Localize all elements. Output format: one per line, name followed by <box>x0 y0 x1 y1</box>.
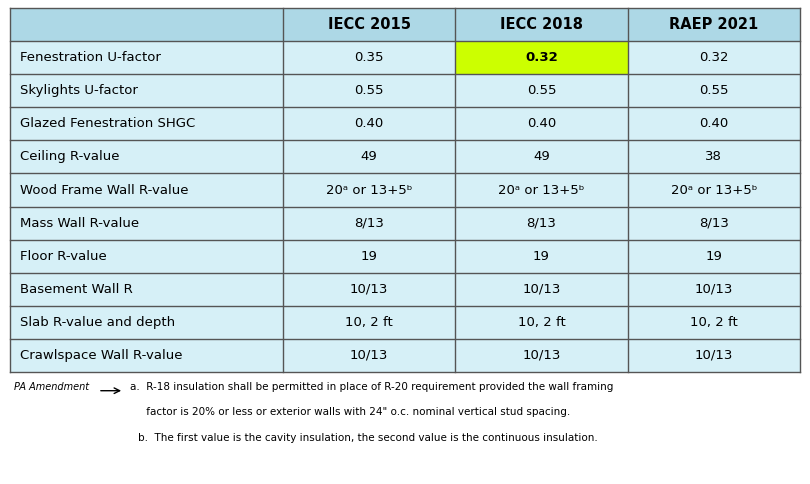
Text: 10/13: 10/13 <box>695 349 733 362</box>
Text: Mass Wall R-value: Mass Wall R-value <box>19 217 139 229</box>
Bar <box>283 339 455 372</box>
Bar <box>10 306 283 339</box>
Text: Fenestration U-factor: Fenestration U-factor <box>19 51 160 64</box>
Bar <box>10 74 283 107</box>
Text: a.  R-18 insulation shall be permitted in place of R-20 requirement provided the: a. R-18 insulation shall be permitted in… <box>130 382 613 392</box>
Bar <box>628 140 800 173</box>
Text: 0.40: 0.40 <box>355 117 384 130</box>
Text: factor is 20% or less or exterior walls with 24" o.c. nominal vertical stud spac: factor is 20% or less or exterior walls … <box>130 407 570 417</box>
Bar <box>10 240 283 272</box>
Text: 49: 49 <box>533 151 550 164</box>
Bar <box>628 339 800 372</box>
Text: 0.32: 0.32 <box>525 51 558 64</box>
Bar <box>628 207 800 240</box>
Text: IECC 2018: IECC 2018 <box>500 17 583 32</box>
Text: Glazed Fenestration SHGC: Glazed Fenestration SHGC <box>19 117 195 130</box>
Bar <box>455 207 628 240</box>
Text: Ceiling R-value: Ceiling R-value <box>19 151 119 164</box>
Bar <box>455 140 628 173</box>
Bar <box>10 41 283 74</box>
Text: RAEP 2021: RAEP 2021 <box>669 17 758 32</box>
Text: Slab R-value and depth: Slab R-value and depth <box>19 316 175 329</box>
Text: 8/13: 8/13 <box>526 217 556 229</box>
Bar <box>10 140 283 173</box>
Bar <box>10 272 283 306</box>
Bar <box>455 339 628 372</box>
Bar <box>10 107 283 140</box>
Bar <box>455 272 628 306</box>
Text: 0.55: 0.55 <box>699 84 728 97</box>
Text: 19: 19 <box>706 250 723 263</box>
Bar <box>628 74 800 107</box>
Text: 8/13: 8/13 <box>699 217 729 229</box>
Bar <box>283 306 455 339</box>
Bar <box>283 8 455 41</box>
Bar <box>283 207 455 240</box>
Text: 0.55: 0.55 <box>354 84 384 97</box>
Text: PA Amendment: PA Amendment <box>14 382 89 392</box>
Text: Skylights U-factor: Skylights U-factor <box>19 84 138 97</box>
Bar <box>455 240 628 272</box>
Text: 19: 19 <box>360 250 377 263</box>
Text: 10/13: 10/13 <box>350 283 388 296</box>
Bar <box>455 8 628 41</box>
Bar <box>455 41 628 74</box>
Text: 38: 38 <box>706 151 723 164</box>
Bar <box>455 306 628 339</box>
Text: 20ᵃ or 13+5ᵇ: 20ᵃ or 13+5ᵇ <box>498 183 585 197</box>
Text: 10, 2 ft: 10, 2 ft <box>518 316 565 329</box>
Bar <box>10 173 283 207</box>
Text: 0.40: 0.40 <box>699 117 728 130</box>
Text: 10/13: 10/13 <box>695 283 733 296</box>
Text: 49: 49 <box>360 151 377 164</box>
Bar <box>283 272 455 306</box>
Bar <box>628 173 800 207</box>
Bar <box>283 240 455 272</box>
Bar <box>455 107 628 140</box>
Bar <box>628 306 800 339</box>
Bar <box>10 8 283 41</box>
Text: 0.40: 0.40 <box>526 117 556 130</box>
Text: 10/13: 10/13 <box>350 349 388 362</box>
Text: Basement Wall R: Basement Wall R <box>19 283 133 296</box>
Bar <box>628 240 800 272</box>
Text: 0.32: 0.32 <box>699 51 728 64</box>
Text: 20ᵃ or 13+5ᵇ: 20ᵃ or 13+5ᵇ <box>671 183 757 197</box>
Text: 10/13: 10/13 <box>522 283 561 296</box>
Text: 20ᵃ or 13+5ᵇ: 20ᵃ or 13+5ᵇ <box>326 183 412 197</box>
Text: Floor R-value: Floor R-value <box>19 250 106 263</box>
Text: 10/13: 10/13 <box>522 349 561 362</box>
Bar <box>628 107 800 140</box>
Bar <box>628 272 800 306</box>
Bar <box>283 74 455 107</box>
Bar <box>283 107 455 140</box>
Text: Wood Frame Wall R-value: Wood Frame Wall R-value <box>19 183 188 197</box>
Bar <box>283 140 455 173</box>
Text: 0.55: 0.55 <box>526 84 556 97</box>
Bar <box>283 41 455 74</box>
Text: IECC 2015: IECC 2015 <box>327 17 411 32</box>
Text: 10, 2 ft: 10, 2 ft <box>345 316 393 329</box>
Text: b.  The first value is the cavity insulation, the second value is the continuous: b. The first value is the cavity insulat… <box>138 433 598 443</box>
Bar <box>628 41 800 74</box>
Bar <box>628 8 800 41</box>
Bar <box>455 74 628 107</box>
Bar <box>10 339 283 372</box>
Bar <box>455 173 628 207</box>
Bar <box>10 207 283 240</box>
Text: 10, 2 ft: 10, 2 ft <box>690 316 738 329</box>
Text: 19: 19 <box>533 250 550 263</box>
Text: 0.35: 0.35 <box>354 51 384 64</box>
Bar <box>283 173 455 207</box>
Text: 8/13: 8/13 <box>354 217 384 229</box>
Text: Crawlspace Wall R-value: Crawlspace Wall R-value <box>19 349 182 362</box>
